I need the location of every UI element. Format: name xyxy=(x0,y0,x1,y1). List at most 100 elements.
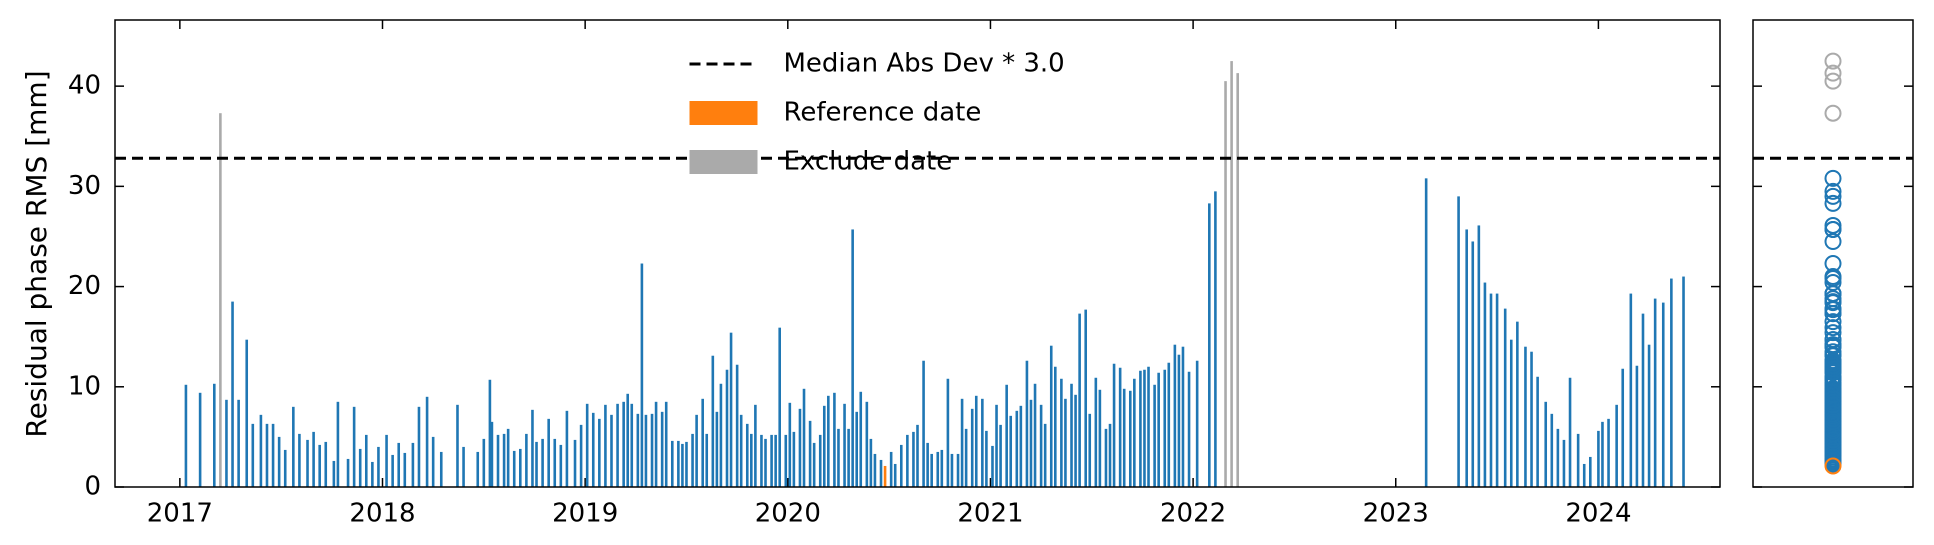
distribution-point xyxy=(1824,220,1842,238)
distribution-point xyxy=(1824,431,1842,449)
bar xyxy=(1682,276,1685,487)
bar xyxy=(873,453,877,487)
bar xyxy=(1647,344,1651,487)
bar xyxy=(1208,203,1211,487)
bar xyxy=(476,451,480,487)
distribution-point xyxy=(1824,336,1842,354)
bar xyxy=(1457,196,1460,487)
bar xyxy=(926,442,929,487)
bar xyxy=(626,393,630,487)
bar xyxy=(1568,377,1572,487)
bar xyxy=(1187,371,1191,487)
bar xyxy=(1122,388,1126,487)
bar xyxy=(1147,366,1150,487)
bar xyxy=(1181,346,1185,487)
bar xyxy=(725,369,729,487)
bar xyxy=(547,418,550,487)
bar xyxy=(506,428,510,487)
distribution-point xyxy=(1824,274,1842,292)
distribution-point xyxy=(1824,369,1842,387)
bar xyxy=(1224,81,1227,488)
bar xyxy=(1477,225,1481,487)
bar xyxy=(778,327,781,487)
distribution-point xyxy=(1824,232,1842,250)
bar xyxy=(332,460,336,487)
bar xyxy=(916,424,919,487)
bar xyxy=(1163,369,1167,487)
bar xyxy=(701,398,704,487)
bar xyxy=(1078,313,1081,487)
bar xyxy=(1167,362,1171,487)
distribution-point xyxy=(1824,313,1842,331)
bar xyxy=(525,433,528,487)
bar xyxy=(312,431,315,487)
distribution-point xyxy=(1824,331,1842,349)
bar xyxy=(843,403,846,487)
bar xyxy=(364,434,368,487)
bar xyxy=(940,449,944,487)
bar xyxy=(705,433,709,487)
bar xyxy=(999,424,1002,487)
bar xyxy=(598,418,601,487)
legend-label: Median Abs Dev * 3.0 xyxy=(784,49,1065,79)
distribution-point xyxy=(1824,290,1842,308)
bar xyxy=(251,423,255,487)
bar xyxy=(1029,399,1033,487)
bar xyxy=(336,401,340,487)
bar xyxy=(677,440,680,487)
bar xyxy=(1005,384,1008,487)
bar xyxy=(1070,383,1073,487)
bar xyxy=(391,454,394,487)
bar xyxy=(1424,178,1428,487)
bar xyxy=(1465,229,1468,488)
bar xyxy=(1214,191,1217,488)
bar xyxy=(784,434,788,487)
bar xyxy=(573,439,577,487)
bar xyxy=(644,414,648,487)
bar xyxy=(616,403,619,487)
bar xyxy=(1230,61,1233,487)
distribution-point xyxy=(1824,386,1842,404)
bar xyxy=(630,403,634,487)
bar xyxy=(439,451,443,487)
bar xyxy=(827,395,830,487)
bar xyxy=(488,379,492,487)
bar xyxy=(265,423,269,487)
distribution-point xyxy=(1824,169,1842,187)
bar xyxy=(559,444,563,487)
bar xyxy=(745,423,749,487)
bar xyxy=(670,440,674,487)
bar xyxy=(1556,428,1560,487)
bar xyxy=(1009,415,1013,487)
bar xyxy=(212,383,216,487)
bar xyxy=(889,451,893,487)
bar xyxy=(219,113,222,487)
bar xyxy=(292,406,295,487)
bar xyxy=(245,339,249,487)
bar xyxy=(695,414,698,487)
bar xyxy=(833,392,836,487)
bar xyxy=(1054,366,1057,487)
bar xyxy=(879,459,883,487)
bar xyxy=(431,436,435,487)
bar xyxy=(1128,390,1132,487)
bar xyxy=(1589,456,1592,487)
bar xyxy=(591,412,595,487)
bar xyxy=(792,431,796,487)
bar xyxy=(1153,384,1156,487)
bar xyxy=(1098,389,1102,487)
x-tick-label: 2021 xyxy=(957,499,1023,529)
bar xyxy=(271,423,275,487)
bar xyxy=(198,392,202,487)
x-tick-label: 2023 xyxy=(1363,499,1429,529)
bar xyxy=(991,445,994,487)
bar xyxy=(691,433,694,487)
bar xyxy=(837,428,840,487)
distribution-point xyxy=(1824,104,1842,122)
distribution-point xyxy=(1824,448,1842,466)
bar xyxy=(1088,413,1092,487)
bar xyxy=(865,401,869,487)
bar xyxy=(1509,339,1513,487)
bar xyxy=(640,263,644,487)
bar xyxy=(1108,423,1112,487)
